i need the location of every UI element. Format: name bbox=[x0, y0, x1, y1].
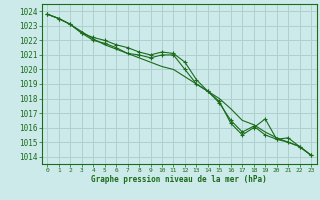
X-axis label: Graphe pression niveau de la mer (hPa): Graphe pression niveau de la mer (hPa) bbox=[91, 175, 267, 184]
